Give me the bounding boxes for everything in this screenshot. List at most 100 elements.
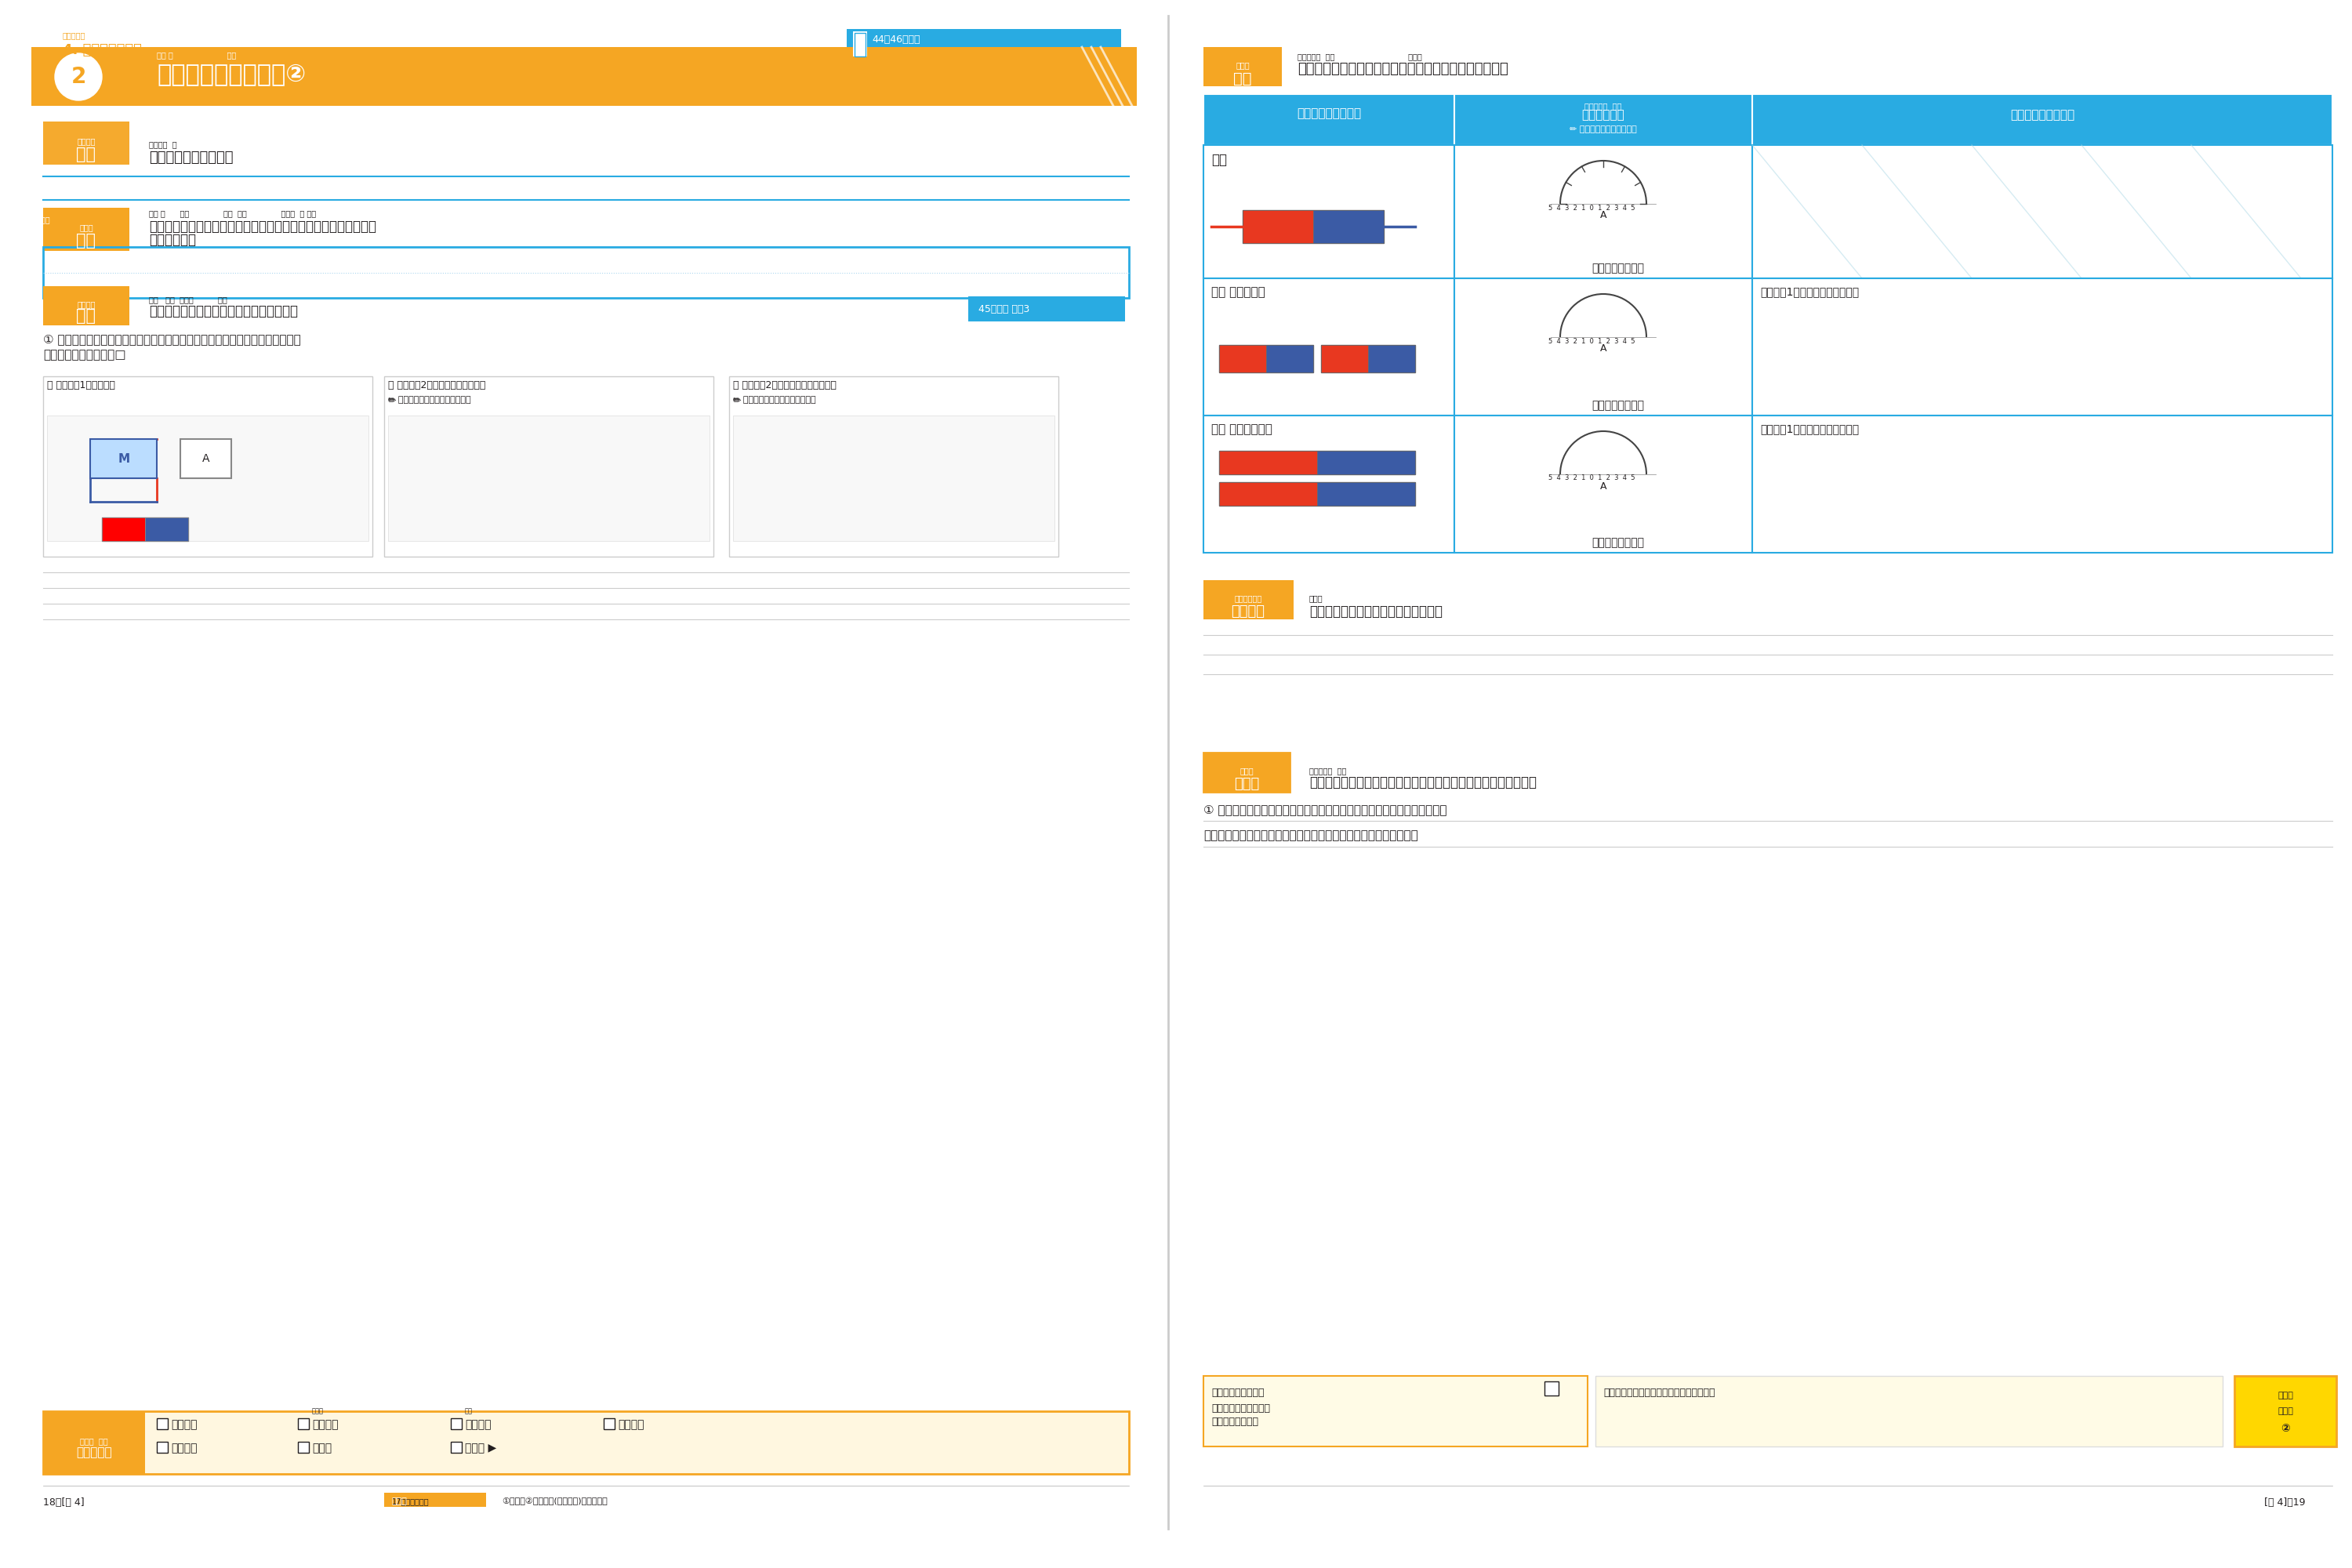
- Text: 4. 電流のはたらき: 4. 電流のはたらき: [64, 42, 141, 56]
- Bar: [1218, 345, 1265, 372]
- Bar: [1312, 210, 1383, 243]
- Text: プロペラ: プロペラ: [172, 1419, 198, 1430]
- Text: 大きさ（　　Ａ）: 大きさ（ Ａ）: [1592, 536, 1644, 549]
- Bar: [1454, 146, 1752, 279]
- Bar: [1204, 753, 1289, 792]
- Bar: [1204, 94, 1454, 146]
- Text: もっと知りたいこと: もっと知りたいこと: [1211, 1388, 1265, 1399]
- Text: 電流の大きさや、モーターのようすを記録しましょう。: 電流の大きさや、モーターのようすを記録しましょう。: [1298, 61, 1508, 75]
- Text: もんだい  か: もんだい か: [148, 141, 176, 149]
- Bar: [42, 246, 1129, 298]
- Bar: [1752, 279, 2333, 416]
- Bar: [1752, 146, 2333, 279]
- Text: ２こ 直列つなぎ: ２こ 直列つなぎ: [1211, 285, 1265, 298]
- Text: ✏: ✏: [734, 395, 741, 406]
- Bar: [31, 47, 1136, 107]
- Text: スイッチ: スイッチ: [172, 1443, 198, 1454]
- Text: まとめ: まとめ: [1235, 776, 1258, 790]
- Bar: [101, 517, 188, 541]
- Bar: [854, 31, 868, 56]
- Text: 大きさ（　　Ａ）: 大きさ（ Ａ）: [1592, 400, 1644, 411]
- Text: 5  4  3  2  1  0  1  2  3  4  5: 5 4 3 2 1 0 1 2 3 4 5: [1548, 475, 1635, 481]
- Bar: [101, 517, 146, 541]
- Bar: [1752, 416, 2333, 554]
- Bar: [1322, 345, 1416, 372]
- Text: A: A: [1599, 343, 1606, 354]
- Bar: [1369, 345, 1416, 372]
- Text: でん ち      かた              まわ  はや              りゅう  よ そう: でん ち かた まわ はや りゅう よ そう: [148, 209, 315, 216]
- Text: 電流の大きさ: 電流の大きさ: [1583, 110, 1625, 121]
- Bar: [1218, 452, 1416, 474]
- Text: ①直列　②へい列、(ほとんど)変わらない: ①直列 ②へい列、(ほとんど)変わらない: [501, 1497, 607, 1505]
- Bar: [1204, 580, 1294, 619]
- Bar: [1218, 483, 1317, 505]
- Bar: [1218, 483, 1416, 505]
- Bar: [1752, 94, 2333, 146]
- Bar: [1204, 279, 1454, 416]
- Bar: [854, 33, 866, 56]
- Bar: [42, 122, 129, 165]
- Bar: [1595, 1377, 2223, 1446]
- Text: けいかく: けいかく: [78, 301, 96, 307]
- Text: かん電池1このときとくらべて、: かん電池1このときとくらべて、: [1759, 285, 1858, 298]
- Text: 身近なこととつなげて: 身近なこととつなげて: [1211, 1403, 1270, 1414]
- Bar: [181, 439, 230, 478]
- Text: でんりゅう: でんりゅう: [64, 31, 85, 39]
- Text: かんがえよう: かんがえよう: [1235, 594, 1263, 602]
- Text: ようい  もの: ようい もの: [80, 1436, 108, 1446]
- Text: でん ち                      かた: でん ち かた: [158, 50, 235, 58]
- Text: 考えよう: 考えよう: [1232, 604, 1265, 618]
- Text: かん電池: かん電池: [313, 1419, 339, 1430]
- Text: 用意する物: 用意する物: [75, 1447, 113, 1458]
- Text: でんりゅう  おお: でんりゅう おお: [1585, 102, 1623, 110]
- Text: の大きさを調べる。□: の大きさを調べる。□: [42, 350, 127, 361]
- Text: けっか: けっか: [1235, 61, 1249, 69]
- Text: でんりゅう  おお                              きろく: でんりゅう おお きろく: [1298, 52, 1423, 60]
- Text: ほかに ▶: ほかに ▶: [466, 1443, 496, 1454]
- Text: しら   かた  ようい          もの: しら かた ようい もの: [148, 295, 228, 304]
- Bar: [452, 1443, 461, 1452]
- Text: い かん電池2こを直列つなぎにする: い かん電池2こを直列つなぎにする: [388, 379, 485, 390]
- Text: ✏: ✏: [388, 395, 395, 406]
- Bar: [1454, 94, 1752, 146]
- Bar: [1545, 1381, 1559, 1396]
- Text: ✏ 目もりにはりをかこう。: ✏ 目もりにはりをかこう。: [1569, 125, 1637, 133]
- Bar: [383, 376, 713, 557]
- Text: 大きさ（　　Ａ）: 大きさ（ Ａ）: [1592, 262, 1644, 273]
- Text: けっか: けっか: [1310, 594, 1324, 602]
- Bar: [42, 1411, 146, 1474]
- Bar: [42, 376, 372, 557]
- Bar: [42, 285, 129, 326]
- Bar: [158, 1443, 167, 1452]
- Bar: [1454, 416, 1752, 554]
- Text: しましょう。: しましょう。: [148, 232, 195, 246]
- Bar: [1317, 483, 1416, 505]
- Text: かん電池1このときとくらべて、: かん電池1このときとくらべて、: [1759, 423, 1858, 434]
- Text: 問題: 問題: [75, 147, 96, 163]
- Bar: [1204, 1377, 1588, 1446]
- Text: かん電池のつなぎ方: かん電池のつなぎ方: [1296, 108, 1362, 119]
- Text: まとめ: まとめ: [1240, 767, 1254, 775]
- Bar: [1204, 416, 1454, 554]
- Text: よそう: よそう: [35, 215, 49, 223]
- Text: 44～46ページ: 44～46ページ: [873, 34, 920, 44]
- Bar: [388, 416, 710, 541]
- Bar: [158, 1417, 167, 1430]
- Bar: [847, 28, 1122, 58]
- Text: チェックしたことについて書いてみよう！: チェックしたことについて書いてみよう！: [1604, 1388, 1715, 1399]
- Bar: [299, 1417, 308, 1430]
- Text: 5  4  3  2  1  0  1  2  3  4  5: 5 4 3 2 1 0 1 2 3 4 5: [1548, 337, 1635, 345]
- Text: どう線: どう線: [313, 1443, 332, 1454]
- Text: かん電池のつなぎ方②: かん電池のつなぎ方②: [158, 63, 306, 85]
- Text: 結果からいえることを書きましょう。: 結果からいえることを書きましょう。: [1310, 604, 1442, 618]
- Text: M: M: [118, 453, 129, 464]
- Text: かん電池のつなぎ方で、モーターの回る速さがちがう理由を予想: かん電池のつなぎ方で、モーターの回る速さがちがう理由を予想: [148, 220, 376, 234]
- Text: 18　[東 4]: 18 [東 4]: [42, 1497, 85, 1508]
- Circle shape: [54, 53, 101, 100]
- Text: 回路に流れる（　　　　）の（　　　　）がちがうからである。: 回路に流れる（ ）の（ ）がちがうからである。: [1204, 829, 1418, 840]
- Bar: [604, 1417, 614, 1430]
- Bar: [1454, 279, 1752, 416]
- Text: ✏ 線でつないで回路をつくろう。: ✏ 線でつないで回路をつくろう。: [734, 395, 816, 403]
- Text: 45ページ 実験3: 45ページ 実験3: [978, 304, 1030, 314]
- Text: でんりゅう  おお: でんりゅう おお: [1310, 767, 1345, 775]
